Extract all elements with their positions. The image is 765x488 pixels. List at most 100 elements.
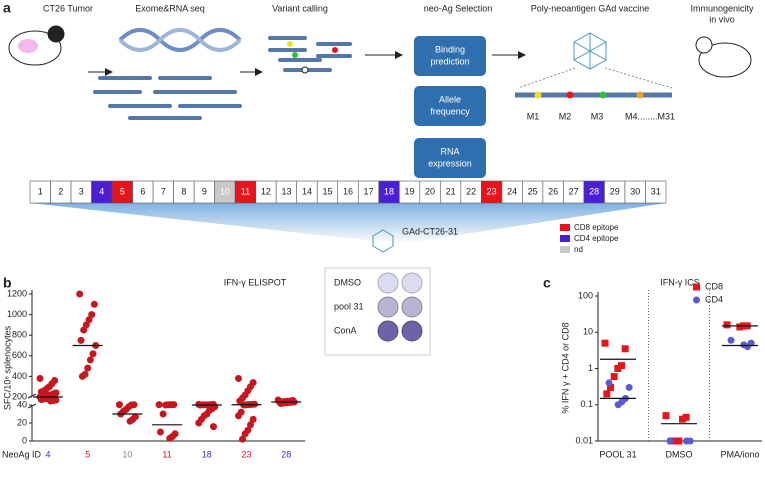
data-point [610,373,618,381]
data-point [84,364,92,372]
data-point [671,437,679,445]
strip-number: 6 [140,186,145,196]
data-point [77,336,85,344]
strip-number: 3 [79,186,84,196]
data-point [37,396,45,403]
strip-number: 12 [261,186,271,196]
antigen-label: M2 [559,111,572,121]
antigen-label: M1 [527,111,540,121]
strip-number: 28 [589,186,599,196]
strip-number: 7 [161,186,166,196]
strip-number: 18 [384,186,394,196]
data-point [736,323,744,331]
x-tick-label: 5 [85,449,90,459]
data-point [115,401,123,409]
legend-swatch [560,246,570,253]
data-point [614,401,622,409]
x-tick-label: 23 [241,449,251,459]
data-point [162,401,170,409]
strip-number: 5 [120,186,125,196]
strip-number: 22 [466,186,476,196]
step-label: neo-Ag Selection [424,3,493,13]
antigen-label: M4........M31 [625,111,675,121]
data-point [241,430,249,438]
data-point [47,397,55,405]
y-tick-label: 1 [588,363,593,373]
data-point [605,379,613,387]
data-point [36,374,44,382]
y-tick-label: 1000 [7,309,27,319]
y-tick-label: 0.01 [575,435,593,445]
data-point [603,390,611,398]
y-tick-label: 0 [22,435,27,445]
data-point [666,437,674,445]
data-point [90,300,98,308]
data-point [235,374,242,382]
legend-label: CD4 [705,294,723,304]
strip-number: 14 [302,186,312,196]
data-point [89,350,97,358]
data-point [727,336,735,344]
legend-marker [693,283,700,291]
strip-number: 25 [528,186,538,196]
step-label: Variant calling [272,3,328,13]
legend-label: CD8 [705,281,723,291]
data-point [607,383,614,391]
legend-swatch [560,235,570,242]
step-label: Poly-neoantigen GAd vaccine [531,3,650,13]
strip-number: 30 [630,186,640,196]
inset [324,267,431,356]
legend-label: nd [574,245,583,254]
strip-number: 4 [99,186,104,196]
y-tick-label: 200 [12,391,27,401]
x-tick-label: DMSO [666,449,693,459]
data-point [80,326,88,334]
selection-box [414,138,486,178]
data-point [78,372,86,380]
data-point [625,383,633,391]
strip-number: 1 [38,186,43,196]
selection-box [414,36,486,76]
data-point [86,356,94,364]
data-point [679,415,686,423]
data-point [88,311,96,319]
inset-label: pool 31 [334,301,364,311]
data-point [675,437,683,445]
strip-number: 21 [446,186,456,196]
legend-swatch [560,224,570,231]
y-axis-label: SFC/10⁶ splenocytes [2,325,12,410]
data-point [156,428,164,436]
step-label: in vivo [709,14,735,24]
panel-letter: b [3,275,12,291]
data-point [247,421,254,429]
x-tick-label: 11 [162,449,171,459]
strip-number: 23 [487,186,497,196]
selection-label: expression [428,158,472,168]
strip-number: 27 [569,186,579,196]
selection-label: Allele [439,94,461,104]
y-tick-label: 600 [12,350,27,360]
chart-title: IFN-γ ICS [660,277,700,287]
y-tick-label: 20 [17,417,27,427]
strip-number: 11 [241,186,250,196]
x-tick-label: POOL 31 [599,449,636,459]
strip-number: 24 [507,186,517,196]
strip-number: 2 [58,186,63,196]
selection-label: Binding [435,44,465,54]
chart-title: IFN-γ ELISPOT [224,277,287,287]
data-point [126,417,134,425]
data-point [683,437,690,445]
selection-box [414,86,486,126]
strip-number: 26 [548,186,558,196]
data-point [195,419,203,427]
strip-number: 13 [281,186,291,196]
data-point [209,423,217,431]
strip-number: 17 [364,186,374,196]
data-point [85,316,93,324]
data-point [621,345,629,353]
inset-label: DMSO [334,277,361,287]
strip-number: 9 [202,186,207,196]
data-point [239,435,246,443]
y-tick-label: 1200 [7,288,27,298]
